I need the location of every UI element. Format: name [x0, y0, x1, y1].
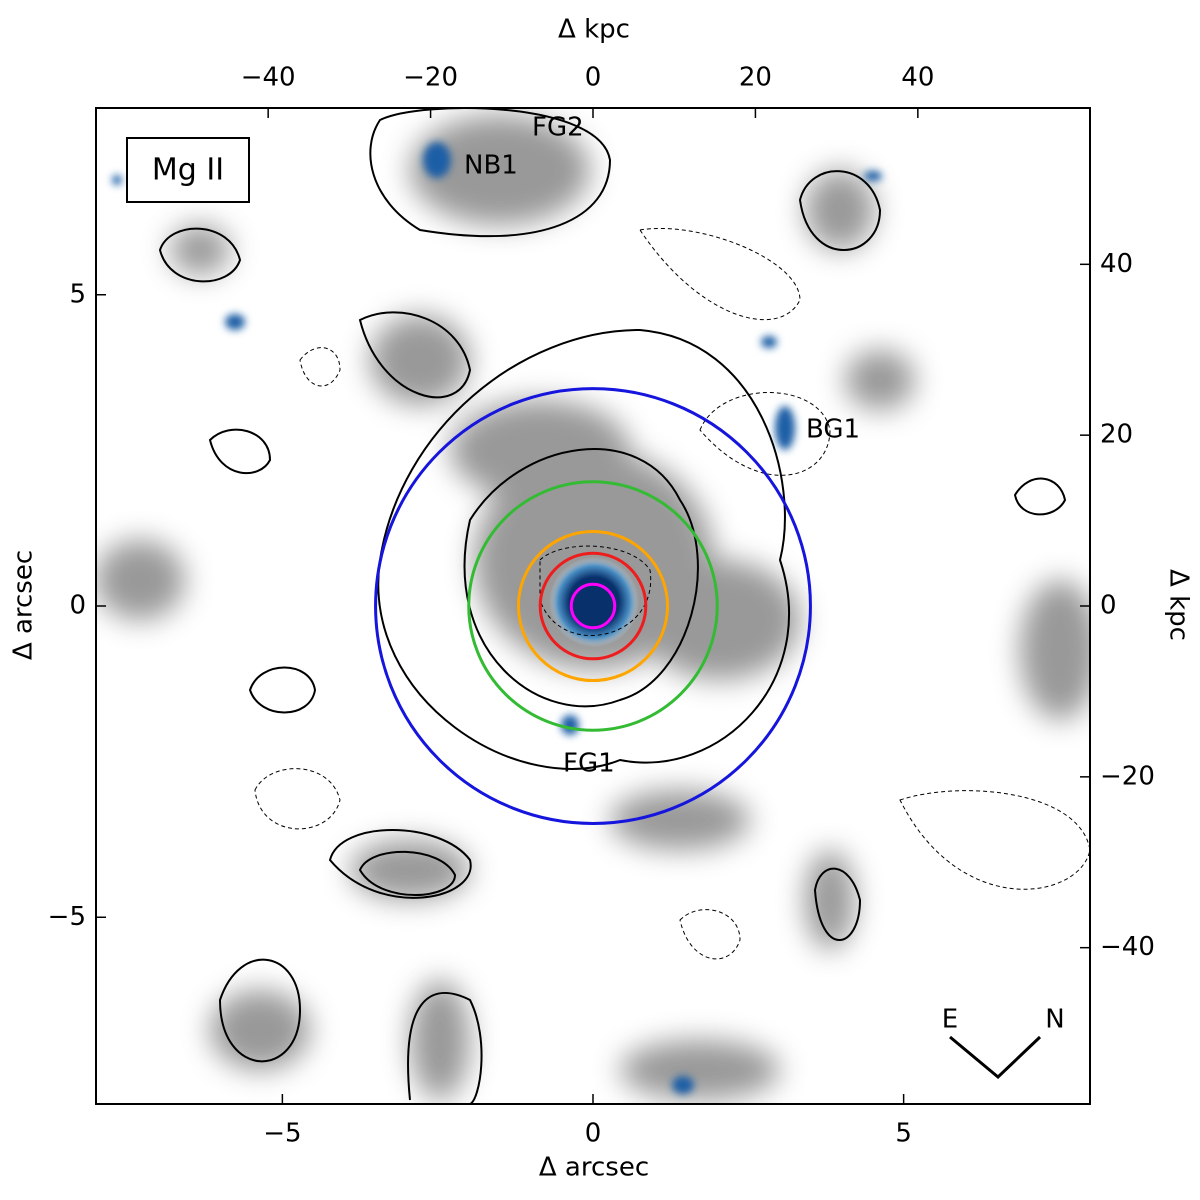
panel-label: Mg II: [152, 153, 224, 188]
y2-axis-title: Δ kpc: [1164, 569, 1194, 641]
aperture-circle: [516, 529, 670, 683]
x-tick-label: 0: [585, 1119, 602, 1149]
x-tick-label: −5: [263, 1119, 301, 1149]
y-tick-label: −5: [48, 902, 86, 932]
aperture-circle: [538, 551, 648, 661]
y-tick-label: 0: [69, 591, 86, 621]
aperture-circle: [569, 582, 617, 630]
compass-label: E: [942, 1005, 958, 1035]
annotation: BG1: [806, 415, 860, 445]
aperture-circle: [374, 387, 812, 825]
y-tick-label: 5: [69, 279, 86, 309]
y2-tick-label: 20: [1100, 420, 1133, 450]
x2-tick-label: −20: [403, 63, 458, 93]
x2-tick-label: −40: [241, 63, 296, 93]
y2-tick-label: −20: [1100, 761, 1155, 791]
y2-tick-label: 0: [1100, 591, 1117, 621]
aperture-circle: [467, 480, 719, 732]
annotation: FG2: [532, 113, 584, 143]
x-tick-label: 5: [895, 1119, 912, 1149]
annotation: FG1: [563, 749, 615, 779]
image-background: [96, 108, 1090, 1104]
compass-label: N: [1045, 1005, 1064, 1035]
annotation: NB1: [464, 151, 518, 181]
x2-axis-title: Δ kpc: [558, 15, 630, 45]
y2-tick-label: −40: [1100, 932, 1155, 962]
x-axis-title: Δ arcsec: [539, 1153, 649, 1183]
x2-tick-label: 20: [739, 63, 772, 93]
y2-tick-label: 40: [1100, 249, 1133, 279]
x2-tick-label: 40: [901, 63, 934, 93]
y-axis-title: Δ arcsec: [9, 550, 39, 660]
compass: [949, 1035, 1042, 1080]
x2-tick-label: 0: [585, 63, 602, 93]
label-box: [126, 137, 250, 203]
